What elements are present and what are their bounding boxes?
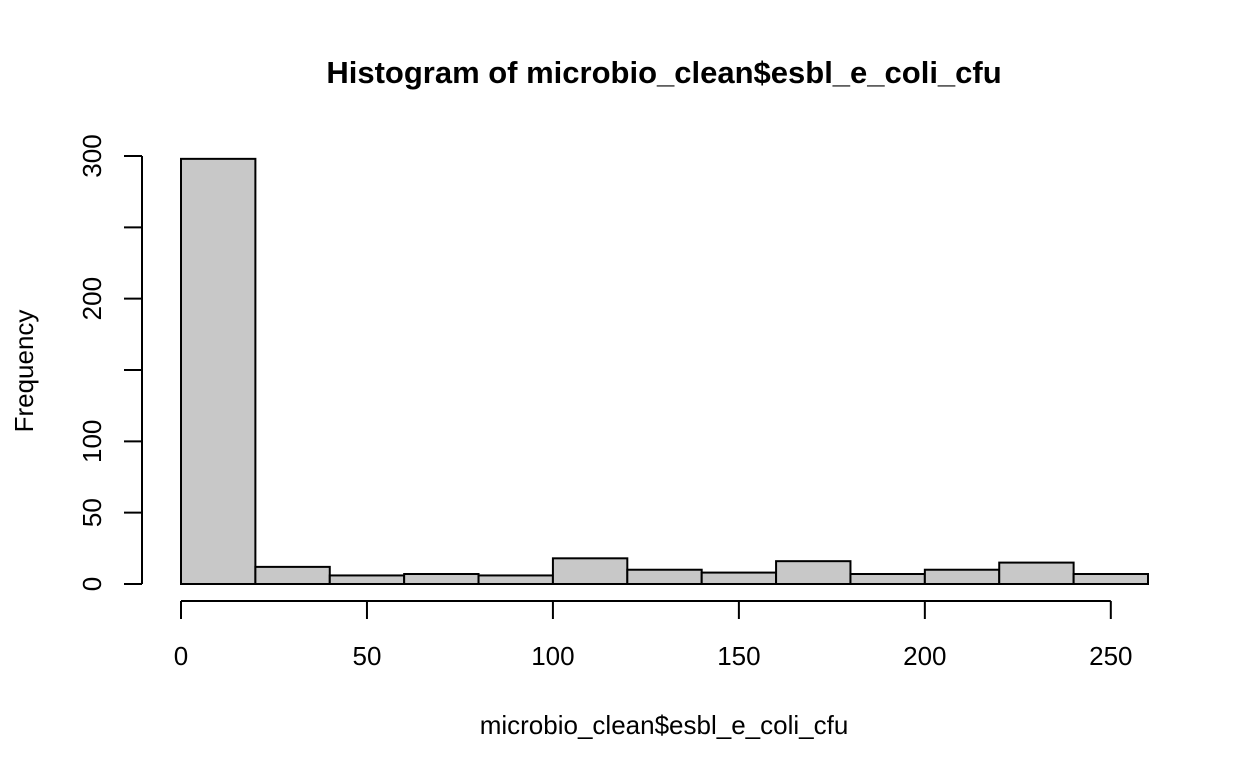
x-tick-label-0: 0 xyxy=(174,641,188,671)
histogram-bar-100-120 xyxy=(551,557,629,586)
x-tick-label-250: 250 xyxy=(1089,641,1132,671)
histogram-bar-240-260 xyxy=(1072,573,1149,585)
histogram-bar-0-20 xyxy=(180,157,257,585)
y-tick-label-200: 200 xyxy=(77,277,107,320)
histogram-bars xyxy=(180,157,1149,586)
y-tick-label-100: 100 xyxy=(77,420,107,463)
x-tick-label-200: 200 xyxy=(903,641,946,671)
y-tick-label-50: 50 xyxy=(77,498,107,527)
histogram-bar-160-180 xyxy=(775,560,852,586)
histogram-bar-220-240 xyxy=(998,561,1075,585)
y-tick-label-300: 300 xyxy=(77,134,107,177)
histogram-bar-20-40 xyxy=(254,565,331,586)
histogram-bar-40-60 xyxy=(328,574,406,586)
x-tick-label-150: 150 xyxy=(717,641,760,671)
histogram-bar-200-220 xyxy=(923,568,1001,586)
x-axis: 0 50 100 150 200 250 xyxy=(174,600,1133,671)
x-tick-label-100: 100 xyxy=(531,641,574,671)
histogram-bar-140-160 xyxy=(700,571,778,586)
histogram-bar-120-140 xyxy=(626,568,703,586)
y-axis-label: Frequency xyxy=(9,310,39,433)
histogram-bar-180-200 xyxy=(849,573,926,585)
y-axis: 0 50 100 200 300 xyxy=(77,134,143,591)
x-axis-label: microbio_clean$esbl_e_coli_cfu xyxy=(480,710,849,740)
chart-title: Histogram of microbio_clean$esbl_e_coli_… xyxy=(326,55,1001,90)
histogram-bar-60-80 xyxy=(403,573,480,585)
y-tick-label-0: 0 xyxy=(77,577,107,591)
histogram-bar-80-100 xyxy=(477,574,554,586)
x-tick-label-50: 50 xyxy=(353,641,382,671)
